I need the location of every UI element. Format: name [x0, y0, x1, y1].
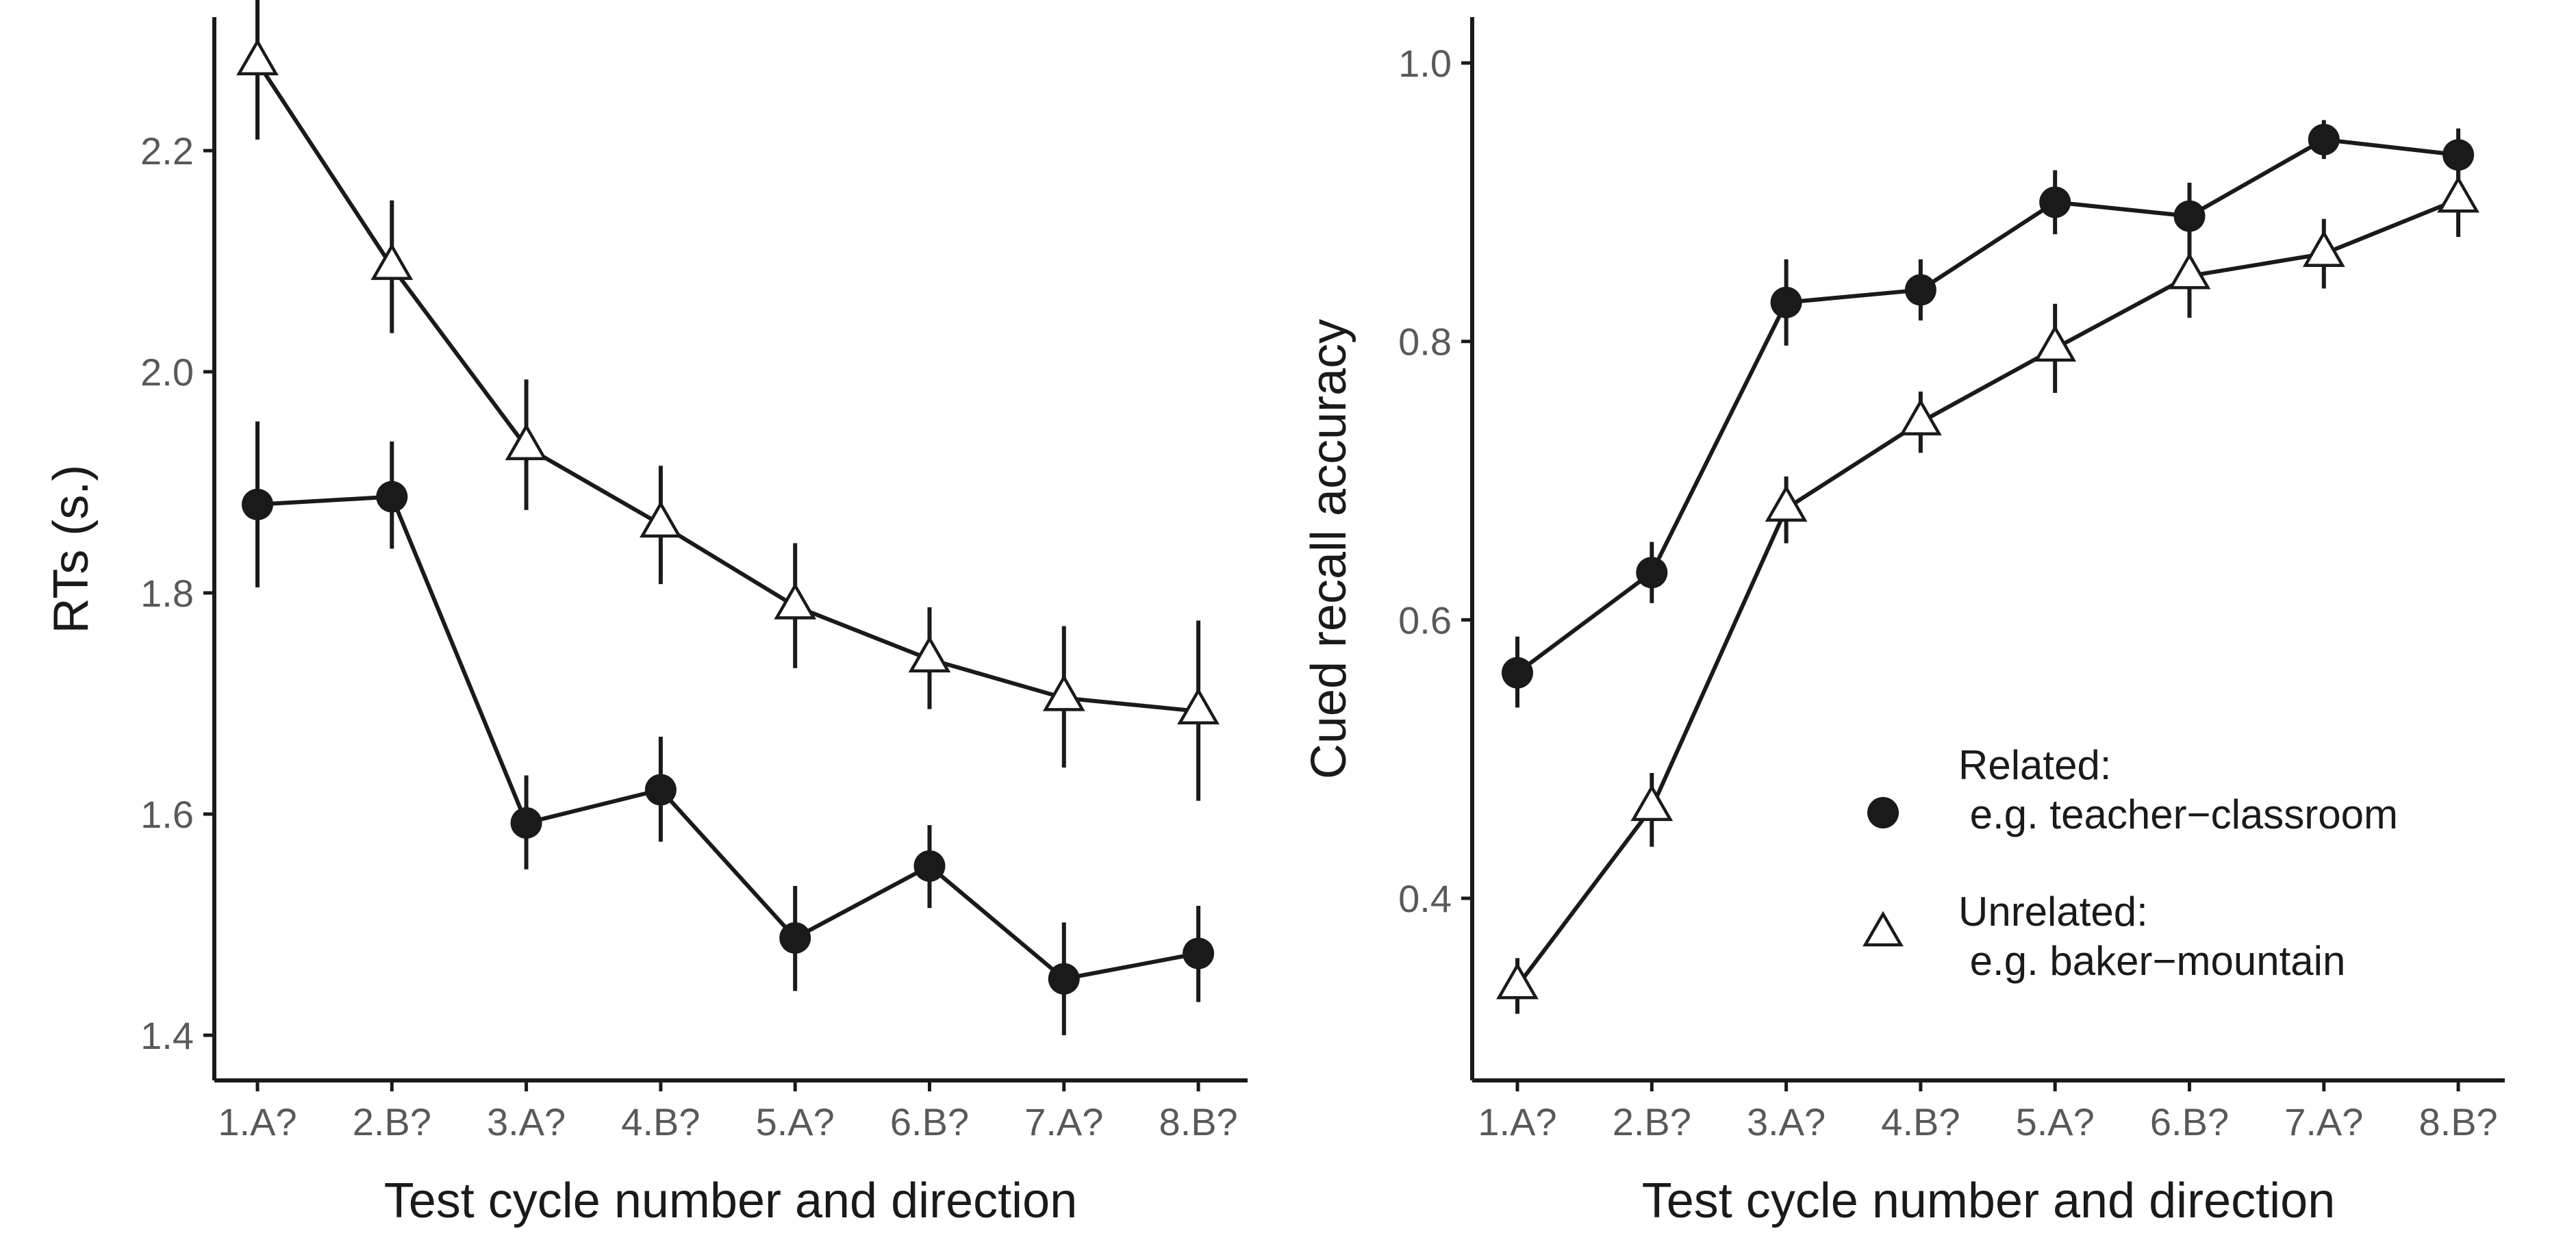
- rt-y-tick-label: 1.6: [140, 793, 194, 836]
- rt-related-line: [257, 494, 1199, 981]
- rt-x-tick-label: 7.A?: [1024, 1100, 1103, 1143]
- rt-related-point: [1048, 963, 1080, 995]
- recall-unrelated-point: [1899, 398, 1942, 435]
- recall-related-point: [1904, 274, 1936, 306]
- rt-related-point: [376, 481, 408, 513]
- legend-marker-related: [1867, 797, 1899, 828]
- rt-unrelated-point: [236, 38, 279, 76]
- legend-related-title: Related:: [1958, 742, 2111, 788]
- legend-marker-unrelated: [1862, 911, 1904, 947]
- legend: Related: e.g. teacher−classroom Unrelate…: [1862, 742, 2398, 984]
- recall-related-point: [2308, 123, 2340, 155]
- recall-series: [1496, 120, 2479, 1014]
- recall-unrelated-point: [1765, 485, 1808, 522]
- recall-x-tick-label: 3.A?: [1747, 1100, 1826, 1143]
- rt-y-tick-label: 2.2: [140, 129, 194, 173]
- recall-x-tick-label: 1.A?: [1478, 1100, 1556, 1143]
- recall-related-point: [1502, 657, 1533, 689]
- rt-related-point: [242, 488, 273, 520]
- rt-series: [236, 0, 1220, 1035]
- recall-unrelated-point: [2168, 252, 2211, 290]
- rt-unrelated-point: [774, 582, 817, 620]
- rt-y-ticks: 1.4 1.6 1.8 2.0 2.2: [140, 129, 214, 1057]
- legend-related-example: e.g. teacher−classroom: [1958, 791, 2398, 837]
- rt-x-axis-title: Test cycle number and direction: [384, 1174, 1078, 1228]
- recall-y-tick-label: 0.6: [1398, 598, 1452, 642]
- rt-x-ticks: 1.A? 2.B? 3.A? 4.B? 5.A? 6.B? 7.A? 8.B?: [218, 1080, 1238, 1143]
- recall-x-axis-title: Test cycle number and direction: [1642, 1174, 2336, 1228]
- recall-related-line: [1516, 137, 2459, 675]
- recall-x-ticks: 1.A? 2.B? 3.A? 4.B? 5.A? 6.B? 7.A? 8.B?: [1478, 1080, 2498, 1143]
- rt-y-tick-label: 1.4: [140, 1014, 194, 1057]
- rt-x-tick-label: 1.A?: [218, 1100, 296, 1143]
- rt-related-point: [1183, 937, 1215, 969]
- rt-unrelated-point: [1177, 687, 1220, 725]
- rt-related-point: [913, 850, 946, 882]
- rt-y-axis-title: RTs (s.): [44, 465, 99, 634]
- recall-panel: 0.4 0.6 0.8 1.0 1.A? 2.B? 3.A? 4.B? 5.A? 6.B? 7.A…: [1302, 17, 2505, 1228]
- recall-related-point: [2442, 139, 2475, 171]
- recall-y-ticks: 0.4 0.6 0.8 1.0: [1398, 42, 1472, 920]
- recall-x-tick-label: 5.A?: [2016, 1100, 2095, 1143]
- recall-y-axis-title: Cued recall accuracy: [1302, 319, 1356, 779]
- rt-related-point: [779, 922, 811, 954]
- rt-unrelated-point: [1042, 674, 1085, 711]
- recall-unrelated-point: [2302, 230, 2345, 267]
- rt-related-point: [510, 807, 542, 839]
- recall-y-tick-label: 0.4: [1398, 877, 1452, 920]
- recall-x-tick-label: 4.B?: [1881, 1100, 1960, 1143]
- recall-x-tick-label: 8.B?: [2419, 1100, 2497, 1143]
- recall-unrelated-point: [2034, 325, 2077, 362]
- recall-related-point: [1770, 286, 1802, 318]
- recall-unrelated-point: [1630, 784, 1674, 822]
- rt-unrelated-line: [255, 61, 1199, 713]
- rt-x-tick-label: 2.B?: [353, 1100, 431, 1143]
- rt-related-point: [644, 774, 677, 806]
- recall-unrelated-point: [2437, 175, 2479, 213]
- rt-x-tick-label: 6.B?: [890, 1100, 969, 1143]
- rt-unrelated-point: [505, 423, 548, 461]
- recall-related-point: [1636, 557, 1668, 589]
- recall-x-tick-label: 6.B?: [2150, 1100, 2229, 1143]
- rt-y-tick-label: 2.0: [140, 351, 194, 394]
- rt-x-tick-label: 3.A?: [487, 1100, 566, 1143]
- legend-unrelated-example: e.g. baker−mountain: [1958, 938, 2345, 984]
- rt-unrelated-point: [370, 243, 414, 280]
- recall-y-tick-label: 1.0: [1398, 42, 1452, 85]
- rt-unrelated-point: [640, 500, 682, 538]
- recall-x-tick-label: 7.A?: [2284, 1100, 2363, 1143]
- recall-y-tick-label: 0.8: [1398, 320, 1452, 364]
- recall-unrelated-point: [1496, 962, 1539, 1000]
- rt-x-tick-label: 5.A?: [756, 1100, 835, 1143]
- rt-x-tick-label: 4.B?: [621, 1100, 700, 1143]
- recall-x-tick-label: 2.B?: [1613, 1100, 1691, 1143]
- rt-x-tick-label: 8.B?: [1159, 1100, 1237, 1143]
- recall-unrelated-line: [1515, 197, 2460, 987]
- rt-unrelated-point: [908, 635, 951, 673]
- rt-panel: 1.4 1.6 1.8 2.0 2.2 1.A? 2.B? 3.A? 4.B? 5.A? 6.B?…: [44, 0, 1248, 1228]
- recall-related-point: [2173, 200, 2206, 232]
- legend-unrelated-title: Unrelated:: [1958, 889, 2148, 935]
- recall-related-point: [2039, 186, 2071, 218]
- rt-y-tick-label: 1.8: [140, 572, 194, 615]
